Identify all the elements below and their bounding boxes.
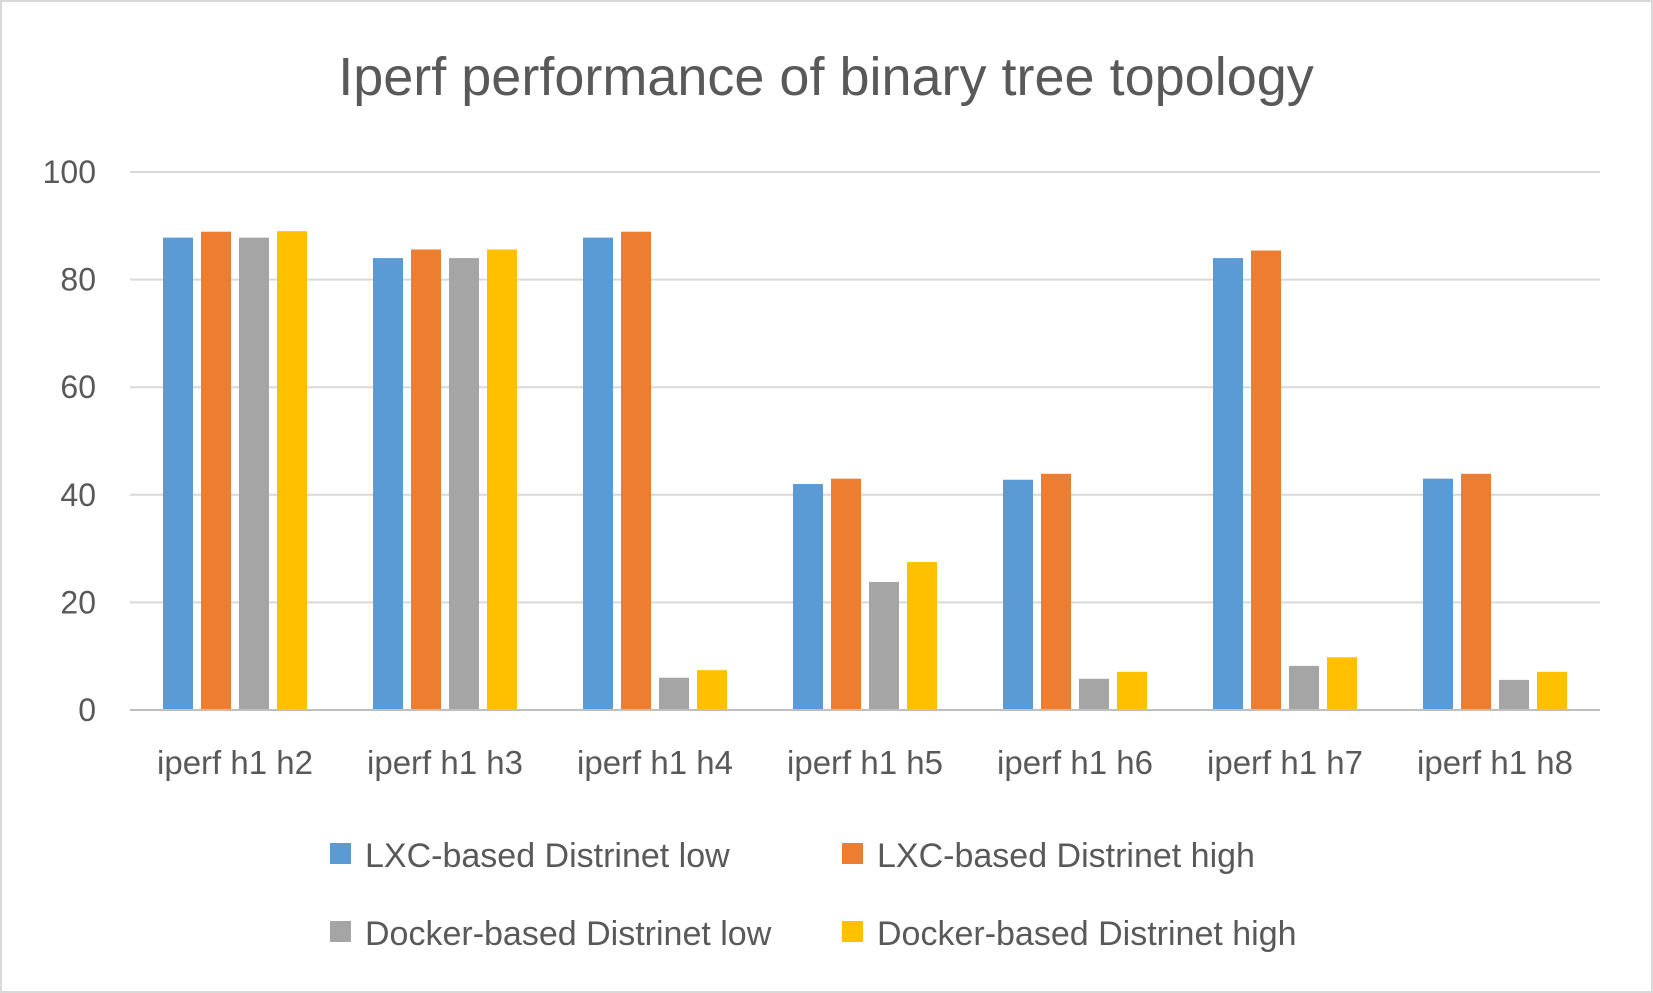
bar-4-6 [1327, 657, 1357, 710]
bar-3-7 [1499, 679, 1529, 710]
bar-4-4 [907, 562, 937, 710]
bar-2-3 [621, 231, 651, 710]
bar-1-7 [1423, 478, 1453, 710]
y-tick-label: 80 [60, 262, 96, 298]
bar-1-2 [373, 258, 403, 710]
legend-swatch [330, 921, 351, 942]
bar-3-1 [239, 237, 269, 711]
bar-4-1 [277, 231, 307, 710]
gridlines [130, 171, 1600, 604]
x-tick-label: iperf h1 h6 [997, 744, 1153, 781]
bar-4-3 [697, 670, 727, 710]
bar-2-4 [831, 478, 861, 710]
bar-3-5 [1079, 678, 1109, 710]
bar-3-3 [659, 677, 689, 710]
x-tick-label: iperf h1 h2 [157, 744, 313, 781]
legend-label: Docker-based Distrinet high [877, 915, 1297, 953]
x-tick-label: iperf h1 h7 [1207, 744, 1363, 781]
bar-2-1 [201, 231, 231, 710]
legend-swatch [330, 843, 351, 864]
legend-label: Docker-based Distrinet low [365, 915, 772, 953]
legend-item: Docker-based Distrinet low [330, 915, 772, 953]
y-tick-label: 0 [78, 692, 96, 728]
x-tick-label: iperf h1 h4 [577, 744, 733, 781]
bar-1-5 [1003, 479, 1033, 710]
y-tick-label: 100 [43, 154, 96, 190]
y-tick-label: 20 [60, 584, 96, 620]
bar-3-4 [869, 581, 899, 710]
y-axis-ticks: 0 20 40 60 80 100 [43, 154, 96, 728]
bar-1-1 [163, 237, 193, 711]
legend-label: LXC-based Distrinet high [877, 837, 1255, 875]
bar-3-6 [1289, 665, 1319, 710]
legend-item: LXC-based Distrinet low [330, 837, 730, 875]
bar-4-5 [1117, 671, 1147, 710]
x-tick-label: iperf h1 h5 [787, 744, 943, 781]
bar-1-3 [583, 237, 613, 711]
legend-item: Docker-based Distrinet high [842, 915, 1297, 953]
legend-swatch [842, 843, 863, 864]
legend: LXC-based Distrinet low LXC-based Distrin… [330, 837, 1297, 953]
bar-2-7 [1461, 473, 1491, 710]
x-axis-labels: iperf h1 h2 iperf h1 h3 iperf h1 h4 iperf h… [157, 744, 1573, 781]
y-tick-label: 40 [60, 477, 96, 513]
bar-1-4 [793, 484, 823, 710]
x-tick-label: iperf h1 h8 [1417, 744, 1573, 781]
bars [163, 231, 1567, 711]
bar-4-7 [1537, 671, 1567, 710]
bar-3-2 [449, 258, 479, 710]
y-tick-label: 60 [60, 369, 96, 405]
x-tick-label: iperf h1 h3 [367, 744, 523, 781]
legend-swatch [842, 921, 863, 942]
bar-4-2 [487, 249, 517, 711]
bar-2-2 [411, 249, 441, 711]
bar-2-5 [1041, 473, 1071, 710]
bar-1-6 [1213, 258, 1243, 710]
chart-title: Iperf performance of binary tree topolog… [338, 47, 1314, 107]
bar-2-6 [1251, 250, 1281, 710]
legend-label: LXC-based Distrinet low [365, 837, 730, 875]
legend-item: LXC-based Distrinet high [842, 837, 1255, 875]
